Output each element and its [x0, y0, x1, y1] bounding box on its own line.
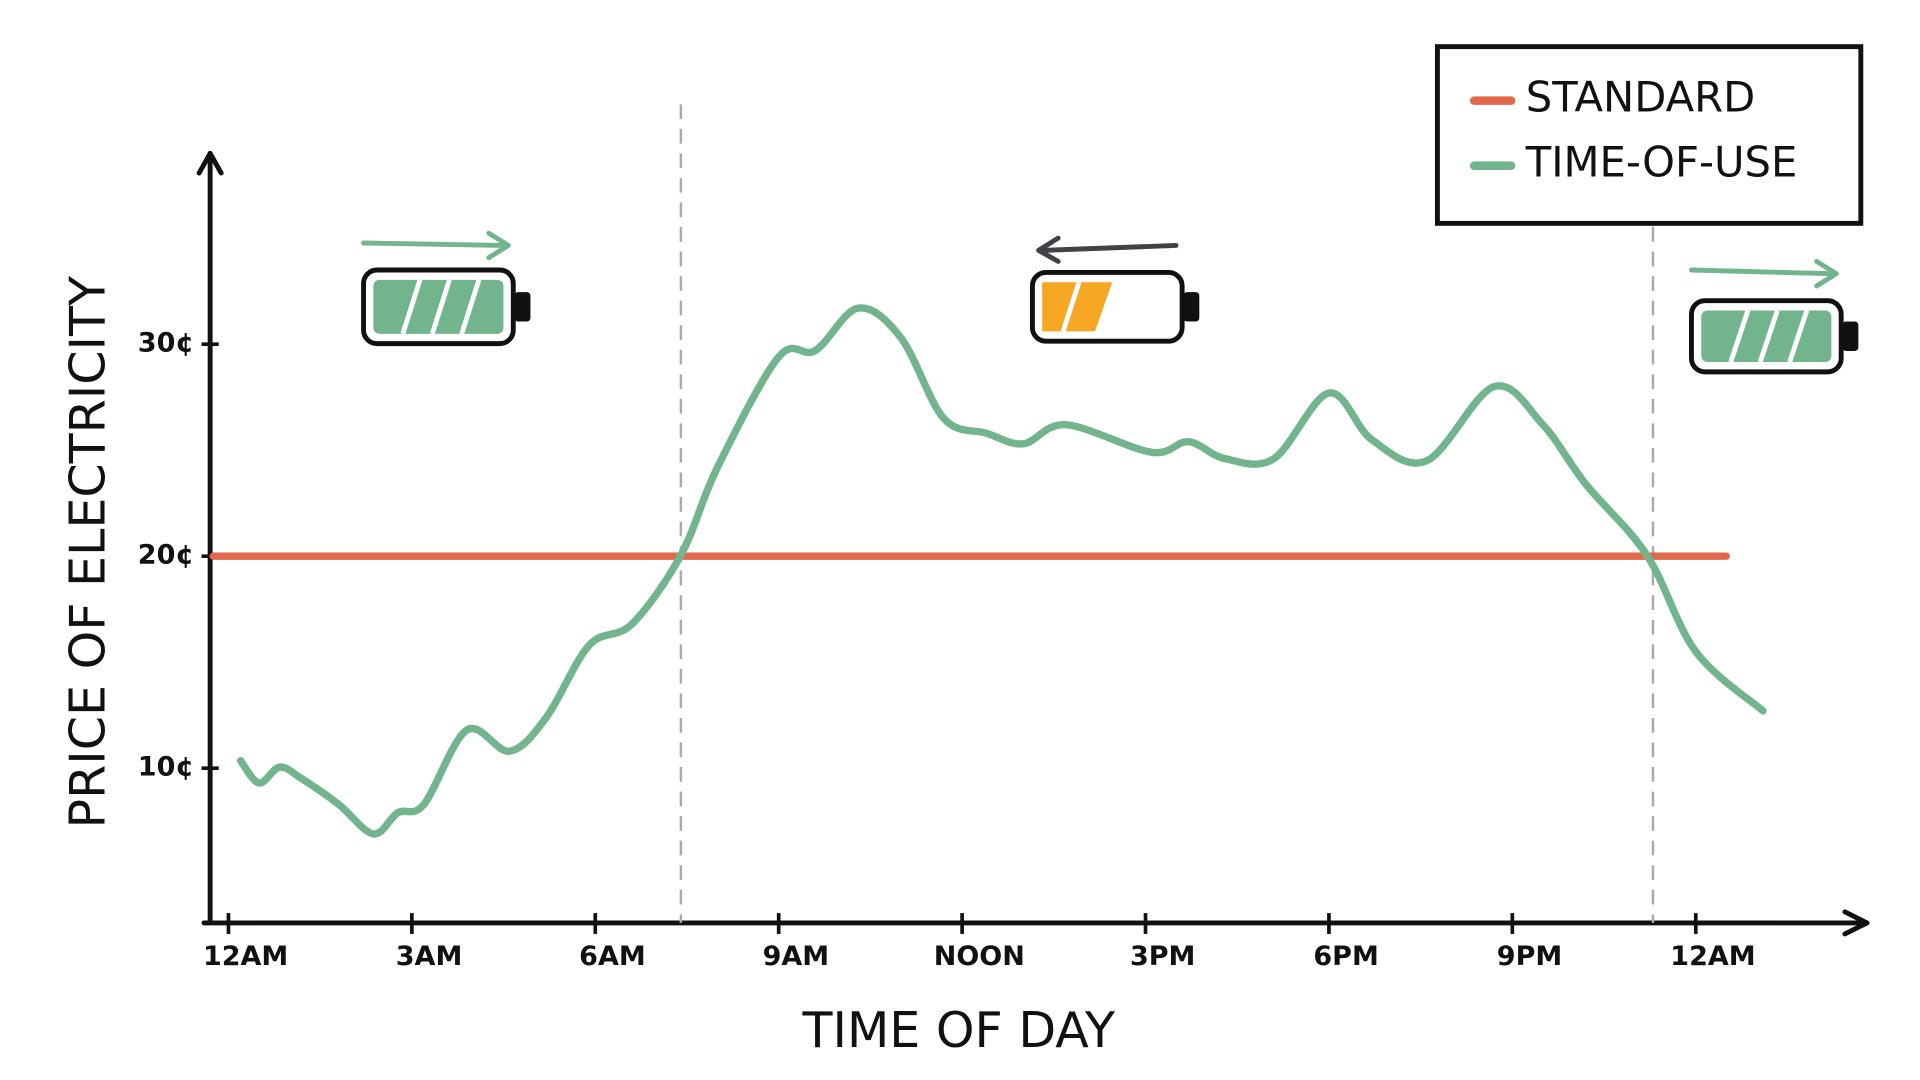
- y-axis-arrow: [196, 150, 224, 176]
- y-tick-label: 20¢: [138, 540, 194, 571]
- x-tick-label: 3AM: [396, 941, 463, 972]
- battery-charging-1: [361, 230, 531, 347]
- x-tick-label: 9PM: [1497, 941, 1562, 972]
- x-tick-label: 9AM: [763, 941, 830, 972]
- legend-label: TIME-OF-USE: [1525, 138, 1798, 187]
- x-tick-label: NOON: [934, 941, 1025, 972]
- y-tick-label: 30¢: [138, 328, 194, 359]
- y-axis-title: PRICE OF ELECTRICITY: [59, 275, 117, 828]
- battery-discharging: [1029, 235, 1200, 344]
- x-tick-label: 6AM: [579, 941, 646, 972]
- battery-charging-2: [1688, 258, 1859, 375]
- legend-box: [1434, 44, 1864, 226]
- x-tick-label: 12AM: [203, 941, 288, 972]
- x-tick-label: 12AM: [1670, 941, 1755, 972]
- x-tick-label: 6PM: [1313, 941, 1378, 972]
- series-line: [237, 304, 1767, 838]
- legend-label: STANDARD: [1526, 73, 1756, 122]
- x-axis-arrow: [1842, 909, 1870, 937]
- y-tick-label: 10¢: [138, 752, 194, 783]
- x-tick-label: 3PM: [1130, 941, 1195, 972]
- x-axis-title: TIME OF DAY: [801, 1001, 1116, 1059]
